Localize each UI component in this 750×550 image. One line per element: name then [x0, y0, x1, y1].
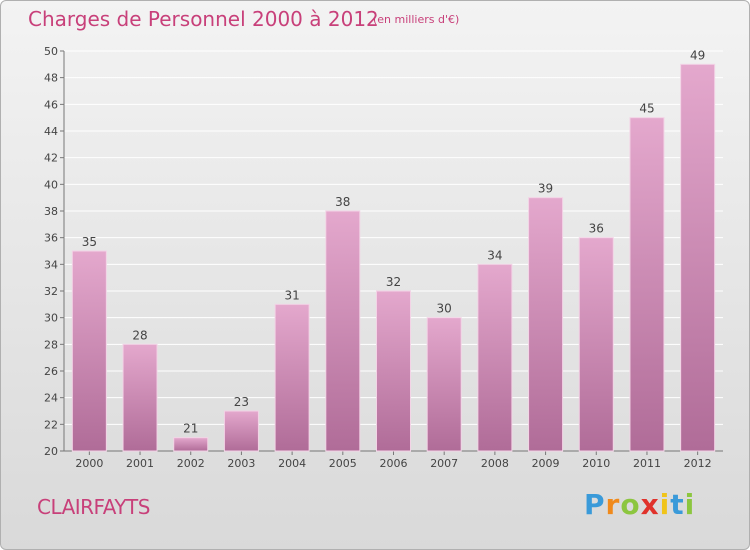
city-name: CLAIRFAYTS [37, 495, 150, 519]
bar-value-label: 35 [82, 235, 97, 249]
x-tick-label: 2009 [532, 457, 560, 470]
bar-value-label: 39 [538, 182, 553, 196]
data-labels: 35 28 21 23 31 38 32 30 34 39 36 45 49 [82, 48, 706, 435]
logo-letter: t [670, 488, 685, 521]
bar [274, 303, 310, 452]
y-tick-label: 26 [44, 365, 58, 378]
x-tick-label: 2000 [75, 457, 103, 470]
bar-value-label: 38 [335, 195, 350, 209]
y-tick-label: 42 [44, 152, 58, 165]
logo-letter: P [584, 488, 606, 521]
x-tick-label: 2012 [684, 457, 712, 470]
x-tick-label: 2011 [633, 457, 661, 470]
x-tick-label: 2010 [582, 457, 610, 470]
bar-value-label: 30 [437, 302, 452, 316]
y-tick-label: 22 [44, 418, 58, 431]
bar [376, 290, 411, 452]
chart-title: Charges de Personnel 2000 à 2012 [28, 7, 379, 31]
x-tick-label: 2003 [227, 457, 255, 470]
bar-value-label: 31 [284, 288, 299, 302]
bar-value-label: 23 [234, 395, 249, 409]
bar-value-label: 45 [639, 102, 654, 116]
y-tick-label: 48 [44, 72, 58, 85]
bar [71, 250, 107, 452]
y-tick-label: 46 [44, 98, 58, 111]
bar-value-label: 21 [183, 422, 198, 436]
bar [528, 197, 564, 452]
x-tick-label: 2002 [177, 457, 205, 470]
bar [325, 210, 361, 452]
y-tick-label: 34 [44, 258, 58, 271]
y-tick-label: 20 [44, 445, 58, 458]
bar [578, 237, 614, 452]
x-tick-label: 2001 [126, 457, 154, 470]
y-tick-label: 36 [44, 232, 58, 245]
x-tick-label: 2005 [329, 457, 357, 470]
logo-letter: x [640, 488, 660, 521]
y-tick-label: 38 [44, 205, 58, 218]
bar-value-label: 28 [132, 328, 147, 342]
y-tick-label: 44 [44, 125, 58, 138]
x-tick-label: 2008 [481, 457, 509, 470]
logo-letter: o [620, 488, 641, 521]
y-tick-label: 28 [44, 338, 58, 351]
y-tick-label: 24 [44, 392, 58, 405]
bar [629, 117, 665, 452]
y-tick-label: 30 [44, 312, 58, 325]
bar-value-label: 49 [690, 48, 705, 62]
bar-value-label: 32 [386, 275, 401, 289]
y-tick-label: 50 [44, 45, 58, 58]
x-tick-label: 2004 [278, 457, 306, 470]
x-tick-label: 2006 [380, 457, 408, 470]
bar [122, 343, 158, 452]
x-tick-label: 2007 [430, 457, 458, 470]
bar [477, 263, 513, 452]
bar [680, 63, 716, 452]
y-tick-label: 40 [44, 178, 58, 191]
chart-subtitle: (en milliers d'€) [373, 13, 460, 26]
bar [426, 317, 462, 452]
bar [223, 410, 259, 452]
y-tick-label: 32 [44, 285, 58, 298]
bar [173, 437, 209, 452]
bars [71, 63, 716, 452]
bar-value-label: 34 [487, 248, 502, 262]
logo-letter: i [659, 488, 671, 521]
proxiti-logo[interactable]: Proxiti [584, 488, 695, 521]
logo-letter: r [605, 488, 621, 521]
logo-letter: i [684, 488, 696, 521]
bar-value-label: 36 [589, 222, 604, 236]
